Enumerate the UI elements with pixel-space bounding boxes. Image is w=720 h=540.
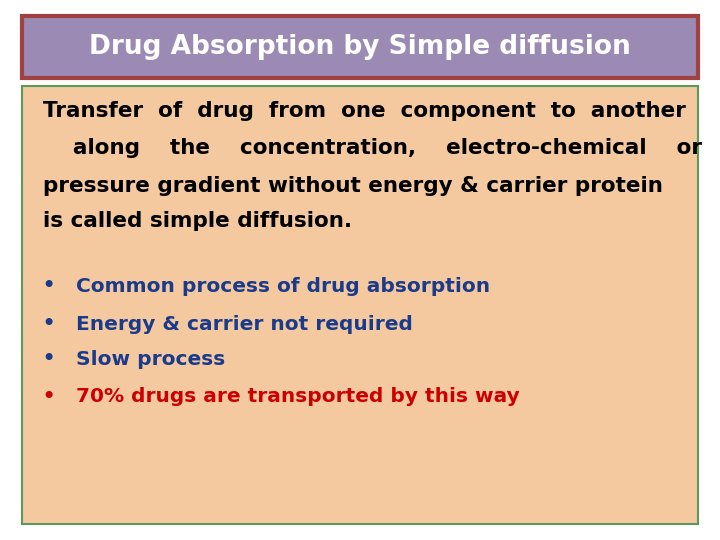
Text: •: • [42,385,56,409]
Text: 70% drugs are transported by this way: 70% drugs are transported by this way [76,387,519,407]
Text: •: • [42,274,56,298]
FancyBboxPatch shape [22,16,698,78]
Text: •: • [42,347,56,371]
Text: is called simple diffusion.: is called simple diffusion. [43,211,352,232]
Text: Common process of drug absorption: Common process of drug absorption [76,276,490,296]
Text: Slow process: Slow process [76,349,225,369]
Text: along    the    concentration,    electro-chemical    or: along the concentration, electro-chemica… [43,138,702,159]
FancyBboxPatch shape [22,86,698,524]
Text: Transfer  of  drug  from  one  component  to  another: Transfer of drug from one component to a… [43,100,686,121]
Text: Energy & carrier not required: Energy & carrier not required [76,314,413,334]
Text: pressure gradient without energy & carrier protein: pressure gradient without energy & carri… [43,176,663,197]
Text: Drug Absorption by Simple diffusion: Drug Absorption by Simple diffusion [89,34,631,60]
Text: •: • [42,312,56,336]
